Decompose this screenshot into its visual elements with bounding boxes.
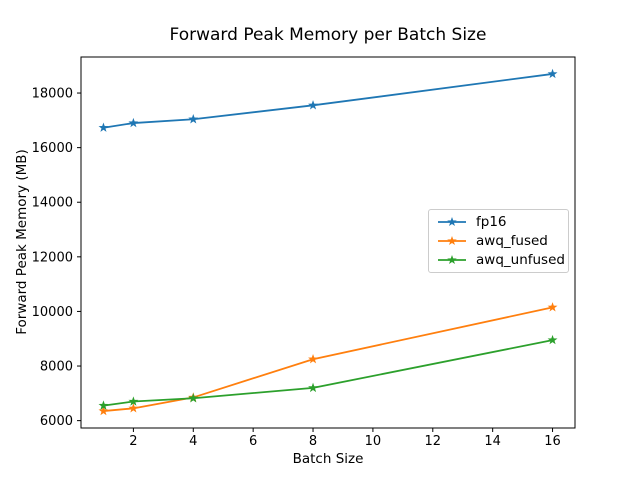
legend-line-sample-fp16 <box>438 217 466 227</box>
data-point-marker <box>98 405 109 416</box>
series-line-awq_fused <box>102 306 554 412</box>
legend-line-sample-awq-fused <box>438 235 466 246</box>
x-tick-label: 6 <box>249 434 257 449</box>
series-line-fp16 <box>102 73 554 129</box>
legend-label-awq-unfused: awq_unfused <box>476 251 565 268</box>
data-point-marker <box>308 100 318 110</box>
y-tick-label: 16000 <box>32 141 73 156</box>
data-point-marker <box>547 334 558 345</box>
x-tick-label: 4 <box>189 434 197 449</box>
y-tick-label: 6000 <box>40 414 73 429</box>
legend-line-sample-awq-unfused <box>438 254 466 264</box>
legend-entry-fp16: fp16 <box>429 213 568 231</box>
x-tick-label: 14 <box>484 434 501 449</box>
x-axis-label: Batch Size <box>292 451 364 467</box>
x-tick-label: 12 <box>425 434 442 449</box>
legend-label-fp16: fp16 <box>476 214 507 231</box>
data-point-marker <box>188 393 199 403</box>
y-tick-label: 18000 <box>32 87 73 102</box>
x-tick-label: 10 <box>365 434 382 449</box>
legend-label-awq-fused: awq_fused <box>476 232 548 249</box>
data-point-marker <box>98 122 109 132</box>
x-tick-label: 16 <box>544 434 561 449</box>
legend: fp16 awq_fused awq_unfused <box>428 209 569 273</box>
data-point-marker <box>128 396 139 406</box>
y-tick-label: 10000 <box>32 305 73 320</box>
x-tick-label: 2 <box>129 434 137 449</box>
legend-entry-awq-fused: awq_fused <box>429 232 568 250</box>
data-point-marker <box>128 403 139 413</box>
y-tick-label: 12000 <box>32 250 73 265</box>
data-point-marker <box>308 354 318 364</box>
y-axis-label: Forward Peak Memory (MB) <box>14 149 30 335</box>
y-tick-label: 8000 <box>40 360 73 375</box>
data-point-marker <box>98 400 109 410</box>
data-point-marker <box>547 68 558 79</box>
data-point-marker <box>128 117 139 128</box>
data-point-marker <box>188 114 199 124</box>
legend-entry-awq-unfused: awq_unfused <box>429 251 568 269</box>
data-point-marker <box>547 302 558 312</box>
data-point-marker <box>308 382 318 393</box>
x-tick-label: 8 <box>309 434 317 449</box>
chart-title: Forward Peak Memory per Batch Size <box>169 25 487 45</box>
series-line-awq_unfused <box>102 339 554 407</box>
y-tick-label: 14000 <box>32 196 73 211</box>
